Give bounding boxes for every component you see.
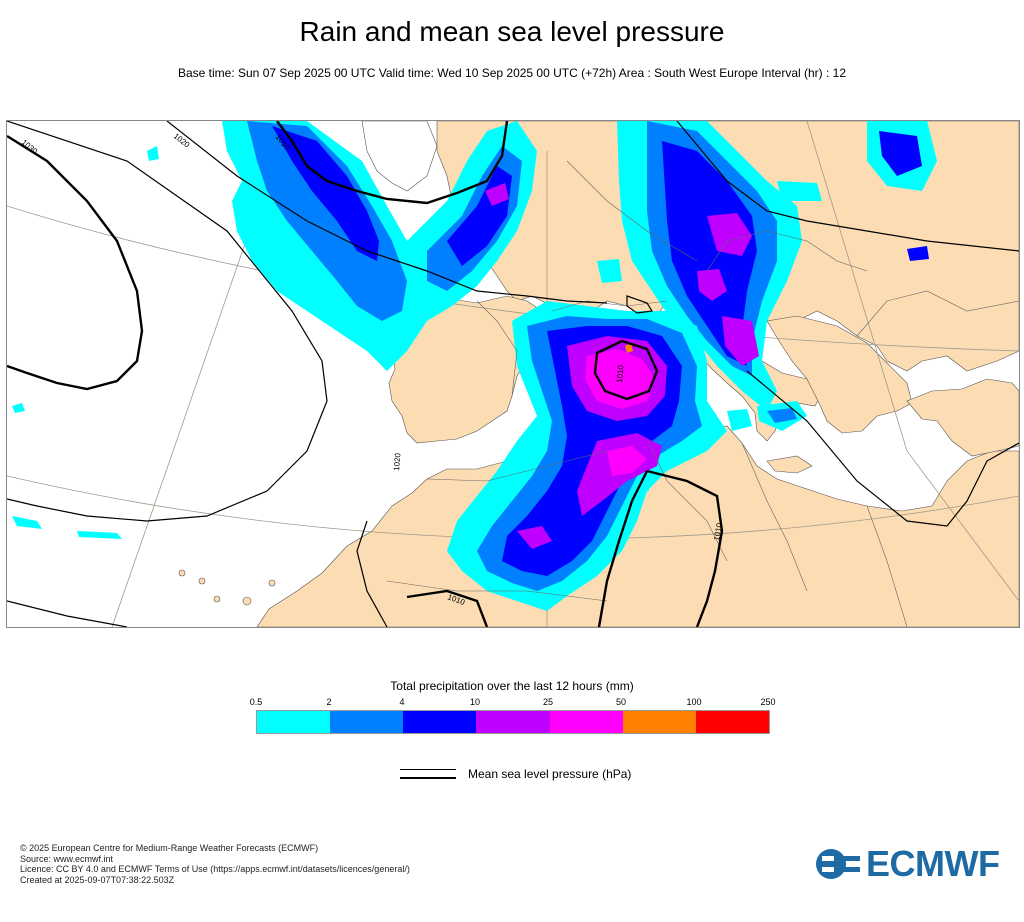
colorbar-tick: 10 (469, 697, 481, 707)
colorbar-tick: 50 (615, 697, 627, 707)
colorbar-tick: 0.5 (249, 697, 263, 707)
map-canvas: 1030 1020 1010 1020 1010 1010 1010 (7, 121, 1019, 627)
land-north-africa (256, 425, 1019, 627)
colorbar-tick: 100 (686, 697, 702, 707)
colorbar-segment (257, 711, 331, 733)
isobars (7, 121, 1019, 627)
isobar-label: 1010 (615, 364, 626, 383)
land-balkans (766, 315, 913, 434)
footer-licence: Licence: CC BY 4.0 and ECMWF Terms of Us… (20, 864, 410, 874)
colorbar-segment (476, 711, 550, 733)
map-panel[interactable]: 1030 1020 1010 1020 1010 1010 1010 (6, 120, 1020, 628)
mslp-legend-line-thick (400, 777, 456, 779)
isobar-1020 (7, 121, 328, 522)
mslp-legend-line-thin (400, 769, 456, 770)
land-britain (361, 121, 438, 192)
isobar-label: 1010 (712, 522, 724, 542)
colorbar-segment (695, 711, 769, 733)
ecmwf-logo-icon (816, 849, 860, 879)
mslp-legend-label: Mean sea level pressure (hPa) (468, 767, 632, 781)
footer-credits: © 2025 European Centre for Medium-Range … (20, 843, 410, 885)
legend-title: Total precipitation over the last 12 hou… (390, 679, 634, 693)
land-greece (906, 378, 1019, 457)
colorbar-segment (403, 711, 477, 733)
isobar-label: 1020 (392, 452, 403, 471)
ecmwf-logo-text: ECMWF (866, 843, 1000, 884)
colorbar-tick: 250 (760, 697, 776, 707)
colorbar-segment (622, 711, 696, 733)
colorbar-tick: 25 (542, 697, 554, 707)
page-subtitle: Base time: Sun 07 Sep 2025 00 UTC Valid … (177, 66, 847, 80)
isobar-label: 1020 (172, 131, 192, 149)
isobar-1010-south (7, 600, 128, 627)
land-sicily (766, 455, 813, 474)
footer-created: Created at 2025-09-07T07:38:22.503Z (20, 874, 175, 885)
isobar-low-center (593, 339, 659, 401)
isobar-1030 (7, 134, 144, 391)
colorbar-segment (330, 711, 404, 733)
footer-copyright: © 2025 European Centre for Medium-Range … (20, 843, 319, 853)
country-borders (386, 160, 1019, 627)
land-iberia (388, 295, 553, 444)
ecmwf-logo: ECMWF (814, 843, 1000, 884)
colorbar-tick: 4 (399, 697, 405, 707)
isobar-ne-low (276, 121, 509, 205)
page-title: Rain and mean sea level pressure (299, 16, 725, 47)
colorbar-tick: 2 (326, 697, 332, 707)
colorbar-segment (549, 711, 623, 733)
footer-source: Source: www.ecmwf.int (20, 853, 114, 864)
isobar-1010-north (166, 121, 608, 304)
isobar-thermal-low (646, 469, 724, 627)
precipitation-colorbar (256, 710, 770, 734)
